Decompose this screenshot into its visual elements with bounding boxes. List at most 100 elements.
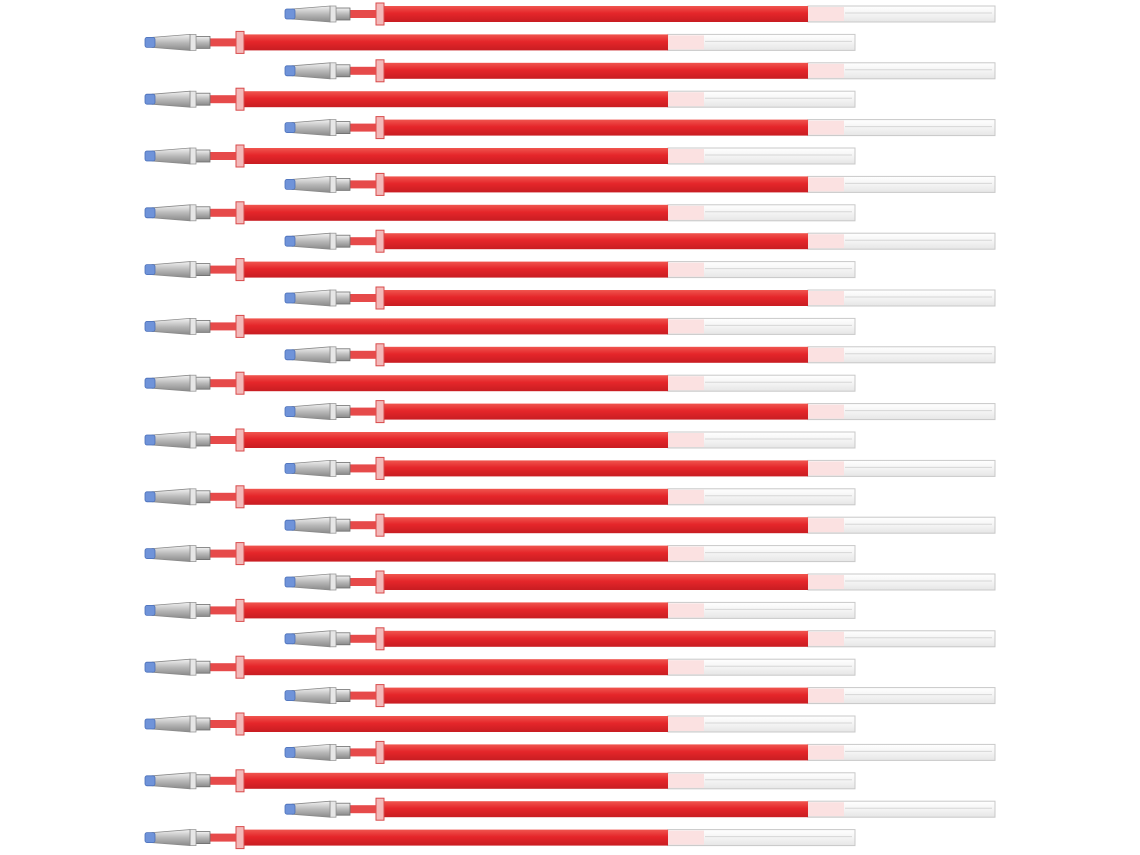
neck [350,691,376,700]
tip-cone [151,431,191,449]
refill [284,2,996,26]
neck [350,350,376,359]
neck [350,237,376,246]
ink-residue [808,63,844,78]
refill [144,87,856,111]
blue-tip [144,93,156,105]
neck [210,265,236,274]
refill [284,59,996,83]
tip-cone [151,261,191,279]
ink-body [243,375,668,392]
refill [284,513,996,537]
tip-cone [291,289,331,307]
metal-ring [195,92,211,106]
collar [375,684,385,708]
ink-residue [808,631,844,646]
tip-cone [291,630,331,648]
refill [284,456,996,480]
neck [210,492,236,501]
neck [350,180,376,189]
blue-tip [284,8,296,20]
holder [329,744,337,761]
collar [235,712,245,736]
ink-residue [808,177,844,192]
ink-residue [808,688,844,703]
ink-residue [668,773,704,788]
ink-body [383,176,808,193]
collar [375,116,385,140]
ink-body [243,318,668,335]
metal-ring [195,490,211,504]
metal-ring [335,802,351,816]
refill [144,655,856,679]
ink-body [243,204,668,221]
ink-body [243,148,668,164]
ink-body [383,6,808,22]
holder [329,119,337,136]
ink-residue [808,802,844,817]
holder [329,403,337,421]
ink-residue [668,149,704,163]
ink-body [243,602,668,619]
holder [189,658,197,676]
ink-residue [668,489,704,504]
tip-cone [151,204,191,222]
collar [235,371,245,395]
refill [144,428,856,452]
neck [350,805,376,814]
blue-tip [284,292,296,304]
metal-ring [335,632,351,646]
refill [284,172,996,196]
tip-cone [151,715,191,733]
collar [375,2,385,26]
neck [350,66,376,75]
neck [210,720,236,728]
refill [144,769,856,793]
blue-tip [144,718,156,730]
tip-cone [151,545,191,563]
collar [235,826,245,850]
ink-residue [808,120,844,135]
metal-ring [195,831,211,844]
ink-body [383,744,808,761]
collar [375,513,385,537]
ink-body [383,290,808,306]
collar [375,343,385,367]
neck [210,549,236,558]
blue-tip [284,122,296,133]
collar [235,655,245,679]
ink-residue [808,518,844,533]
ink-residue [808,575,844,589]
blue-tip [144,434,156,446]
holder [189,261,197,279]
neck [210,208,236,217]
ink-body [243,829,668,846]
blue-tip [284,462,296,474]
neck [350,10,376,18]
holder [329,5,337,23]
metal-ring [195,263,211,277]
metal-ring [335,348,351,362]
blue-tip [284,633,296,645]
collar [235,769,245,793]
metal-ring [195,36,211,49]
ink-residue [808,347,844,362]
ink-body [383,574,808,590]
blue-tip [144,548,156,559]
blue-tip [284,690,296,701]
blue-tip [144,377,156,389]
neck [210,776,236,785]
ink-residue [668,717,704,731]
ink-residue [808,7,844,21]
metal-ring [335,177,351,191]
holder [189,317,197,335]
tip-cone [291,516,331,534]
tip-cone [151,488,191,506]
blue-tip [284,349,296,361]
ink-body [243,772,668,789]
collar [235,87,245,111]
holder [329,630,337,648]
neck [350,578,376,586]
holder [329,516,337,534]
